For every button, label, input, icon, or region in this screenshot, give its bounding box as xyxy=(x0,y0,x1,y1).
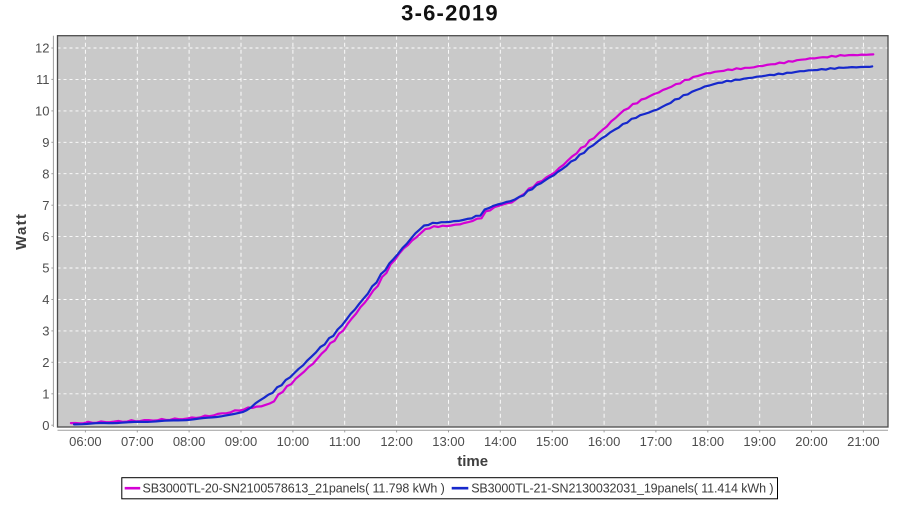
svg-text:5: 5 xyxy=(42,261,49,276)
svg-text:2: 2 xyxy=(42,355,49,370)
svg-text:08:00: 08:00 xyxy=(173,434,206,449)
svg-text:SB3000TL-20-SN2100578613_21pan: SB3000TL-20-SN2100578613_21panels( 11.79… xyxy=(143,482,445,496)
svg-text:10: 10 xyxy=(35,104,49,119)
svg-text:09:00: 09:00 xyxy=(225,434,258,449)
svg-text:12: 12 xyxy=(35,41,49,56)
svg-text:21:00: 21:00 xyxy=(847,434,880,449)
svg-text:14:00: 14:00 xyxy=(484,434,517,449)
svg-text:06:00: 06:00 xyxy=(69,434,102,449)
svg-text:07:00: 07:00 xyxy=(121,434,154,449)
svg-text:8: 8 xyxy=(42,166,49,181)
svg-text:Watt: Watt xyxy=(13,213,30,250)
svg-text:19:00: 19:00 xyxy=(743,434,776,449)
svg-text:20:00: 20:00 xyxy=(795,434,828,449)
svg-text:13:00: 13:00 xyxy=(432,434,465,449)
svg-text:17:00: 17:00 xyxy=(640,434,673,449)
svg-text:12:00: 12:00 xyxy=(380,434,413,449)
svg-text:time: time xyxy=(457,453,488,470)
svg-text:3-6-2019: 3-6-2019 xyxy=(401,1,499,26)
svg-text:0: 0 xyxy=(42,418,49,433)
svg-text:SB3000TL-21-SN2130032031_19pan: SB3000TL-21-SN2130032031_19panels( 11.41… xyxy=(471,482,773,496)
svg-text:6: 6 xyxy=(42,229,49,244)
svg-text:10:00: 10:00 xyxy=(277,434,310,449)
svg-text:18:00: 18:00 xyxy=(692,434,725,449)
svg-text:11: 11 xyxy=(36,72,50,87)
svg-text:15:00: 15:00 xyxy=(536,434,569,449)
svg-text:4: 4 xyxy=(42,292,49,307)
svg-text:11:00: 11:00 xyxy=(329,434,361,449)
svg-text:3: 3 xyxy=(42,324,49,339)
svg-text:16:00: 16:00 xyxy=(588,434,621,449)
svg-text:1: 1 xyxy=(42,386,49,401)
svg-text:7: 7 xyxy=(42,198,49,213)
svg-text:9: 9 xyxy=(42,135,49,150)
